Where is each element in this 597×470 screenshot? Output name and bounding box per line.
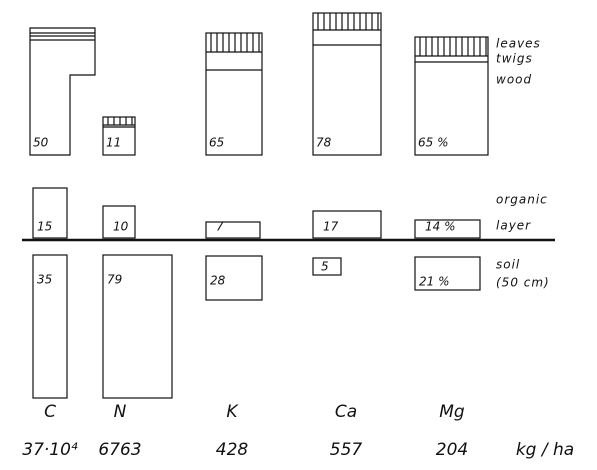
- label-layer: layer: [496, 219, 531, 233]
- unit: kg / ha: [516, 440, 574, 460]
- amount: 204: [436, 440, 468, 460]
- element: N: [114, 402, 127, 422]
- amount: 37·10⁴: [22, 440, 78, 460]
- organic-box: [312, 210, 382, 239]
- label-depth: (50 cm): [496, 276, 550, 290]
- organic-box: [414, 219, 481, 239]
- tree-box: [29, 27, 96, 156]
- amount: 6763: [98, 440, 141, 460]
- tree-box: [205, 32, 263, 156]
- organic-value: 7: [216, 220, 224, 234]
- soil-value: 21 %: [419, 275, 450, 289]
- label-soil: soil: [496, 258, 520, 272]
- soil-value: 79: [107, 273, 122, 287]
- boxes: 50 15 35 C 37·10⁴ 11 10 79 N 6763 65 7 28 K 428 78 17 5 Ca…: [22, 12, 489, 460]
- tree-value: 65: [209, 136, 224, 150]
- label-twigs: twigs: [496, 52, 533, 66]
- tree-value: 50: [33, 136, 49, 150]
- amount: 557: [330, 440, 363, 460]
- soil-box: [205, 255, 263, 301]
- organic-value: 10: [113, 220, 129, 234]
- organic-box: [205, 221, 261, 239]
- organic-box: [32, 187, 68, 239]
- element: K: [226, 402, 239, 422]
- tree-box: [102, 116, 136, 156]
- soil-value: 28: [210, 274, 226, 288]
- tree-box: [312, 12, 382, 156]
- tree-value: 78: [316, 136, 332, 150]
- element: Mg: [439, 402, 465, 422]
- soil-value: 5: [321, 260, 329, 274]
- soil-box: [312, 257, 342, 276]
- soil-box: [32, 254, 68, 399]
- organic-value: 14 %: [425, 220, 456, 234]
- element: Ca: [335, 402, 357, 422]
- soil-box: [414, 256, 481, 291]
- label-leaves: leaves: [496, 37, 541, 51]
- organic-value: 15: [37, 220, 52, 234]
- tree-value: 65 %: [418, 136, 449, 150]
- element: C: [44, 402, 56, 422]
- amount: 428: [216, 440, 249, 460]
- soil-box: [102, 254, 173, 399]
- label-wood: wood: [496, 73, 532, 87]
- organic-value: 17: [323, 220, 339, 234]
- organic-box: [102, 205, 136, 239]
- tree-box: [414, 36, 489, 156]
- tree-value: 11: [106, 136, 121, 150]
- soil-value: 35: [37, 273, 52, 287]
- label-organic: organic: [496, 193, 548, 207]
